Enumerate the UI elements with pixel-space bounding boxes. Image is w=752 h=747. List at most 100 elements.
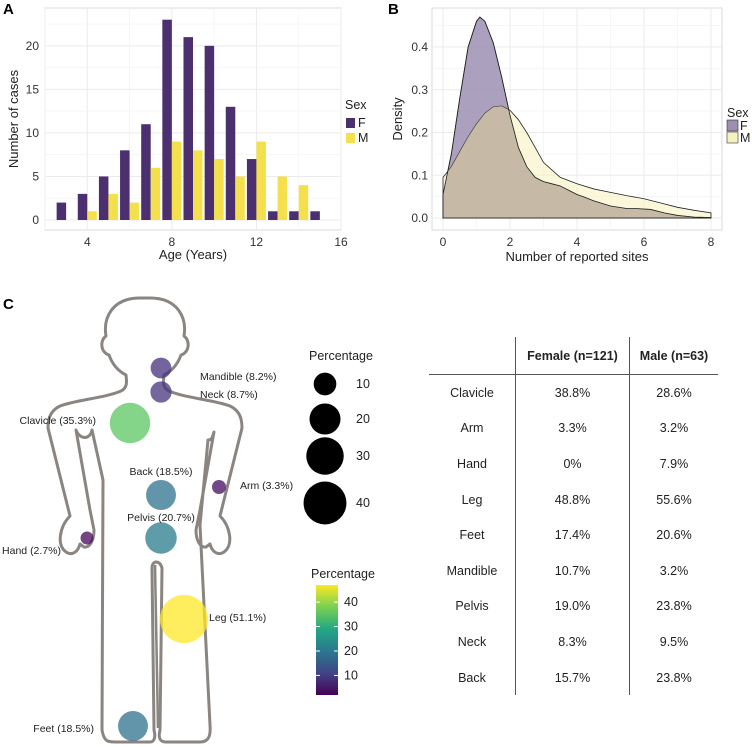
panel-a-ytick: 20	[26, 39, 40, 53]
male-pct: 9.5%	[629, 624, 718, 660]
size-legend-label-40: 40	[356, 496, 370, 510]
color-legend-label-20: 20	[344, 644, 358, 658]
bar-m-age-9	[193, 150, 203, 220]
panel-b-xtick: 4	[574, 235, 581, 249]
female-pct: 15.7%	[515, 659, 630, 696]
bar-m-age-14	[298, 185, 309, 220]
table-row: Neck 8.3% 9.5%	[429, 624, 718, 660]
female-pct: 48.8%	[515, 481, 630, 518]
panel-b-legend-title: Sex	[727, 106, 749, 120]
site-name: Neck	[457, 634, 487, 649]
panel-a-ylabel: Number of cases	[6, 69, 21, 168]
site-label-feet: Feet (18.5%)	[33, 723, 94, 735]
bar-m-age-5	[108, 193, 118, 220]
site-marker-feet	[118, 711, 148, 741]
color-legend-bar	[316, 585, 338, 695]
density-overlap	[443, 105, 711, 218]
panel-b-legend-f: F	[740, 119, 748, 133]
panel-b-density-chart: 0 2 4 6 8 0.0 0.1 0.2 0.3 0.4 Number of reported …	[390, 7, 750, 264]
bar-f-age-11	[225, 106, 236, 220]
bar-m-age-10	[214, 159, 224, 220]
panel-a-legend-m: M	[358, 131, 368, 145]
table-row: Pelvis 19.0% 23.8%	[429, 588, 718, 625]
panel-c-site-markers: Mandible (8.2%) Neck (8.7%) Clavicle (35.3…	[2, 357, 293, 741]
site-name: Hand	[457, 456, 487, 471]
panel-a-ticks: 4 8 12 16 0 5 10 15 20	[26, 39, 348, 249]
panel-b-xtick: 6	[641, 235, 648, 249]
table-header-row: Female (n=121) Male (n=63)	[429, 337, 718, 375]
female-pct: 10.7%	[515, 552, 630, 589]
panel-b-ticks: 0 2 4 6 8 0.0 0.1 0.2 0.3 0.4	[411, 40, 714, 249]
panel-b-legend-m: M	[740, 131, 750, 145]
size-legend-circle-40	[303, 481, 347, 525]
panel-b-areas	[442, 16, 712, 219]
panel-a-legend-key-f	[346, 118, 355, 128]
male-pct: 55.6%	[629, 481, 718, 518]
color-legend-label-10: 10	[344, 668, 358, 682]
density-line-f	[442, 16, 712, 219]
bar-f-age-3	[56, 202, 67, 220]
size-legend-circle-10	[313, 372, 337, 396]
body-outline	[46, 296, 244, 744]
site-label-clavicle: Clavicle (35.3%)	[20, 415, 96, 427]
table-row: Back 15.7% 23.8%	[429, 659, 718, 696]
panel-a-xtick: 4	[84, 235, 91, 249]
site-marker-mandible	[150, 357, 172, 379]
site-name: Feet	[459, 528, 485, 543]
site-marker-back	[146, 480, 176, 510]
site-name: Back	[458, 670, 486, 685]
panel-a-ytick: 15	[26, 82, 40, 96]
size-legend-label-10: 10	[356, 377, 370, 391]
bar-m-age-4	[87, 211, 97, 220]
bar-f-age-7	[141, 124, 151, 220]
male-pct: 23.8%	[629, 588, 718, 625]
leg-divider	[153, 564, 160, 729]
female-pct: 8.3%	[515, 624, 630, 660]
size-legend-label-20: 20	[356, 412, 370, 426]
table-row: Mandible 10.7% 3.2%	[429, 552, 718, 589]
site-label-pelvis: Pelvis (20.7%)	[127, 512, 195, 524]
site-label-mandible: Mandible (8.2%)	[200, 371, 276, 383]
panel-c-body-map: Mandible (8.2%) Neck (8.7%) Clavicle (35.3…	[2, 296, 375, 744]
color-legend-label-40: 40	[344, 595, 358, 609]
panel-b-xlabel: Number of reported sites	[505, 249, 649, 264]
panel-a-xlabel: Age (Years)	[159, 247, 227, 262]
table-body: Clavicle 38.8% 28.6% Arm 3.3% 3.2% Hand 0% 7.9…	[429, 374, 718, 696]
panel-b-ylabel: Density	[390, 97, 405, 141]
bar-f-age-14	[289, 211, 299, 220]
panel-a-ytick: 0	[32, 213, 39, 227]
male-pct: 28.6%	[629, 374, 718, 411]
site-name: Leg	[461, 492, 483, 507]
panel-b-xtick: 0	[440, 235, 447, 249]
female-pct: 38.8%	[515, 374, 630, 411]
bar-f-age-13	[268, 211, 278, 220]
male-pct: 23.8%	[629, 659, 718, 696]
site-name: Arm	[460, 421, 484, 436]
bar-f-age-5	[98, 176, 109, 220]
bar-f-age-15	[310, 211, 320, 220]
table-row: Clavicle 38.8% 28.6%	[429, 374, 718, 411]
male-pct: 3.2%	[629, 552, 718, 589]
site-marker-clavicle	[109, 402, 151, 444]
panel-a-xtick: 12	[250, 235, 264, 249]
site-marker-hand	[80, 531, 94, 545]
size-legend-title: Percentage	[309, 349, 373, 363]
male-pct: 20.6%	[629, 517, 718, 553]
panel-a-bar-chart: 4 8 12 16 0 5 10 15 20 Age (Years) Number of cas…	[6, 7, 368, 262]
site-name: Mandible	[446, 563, 498, 578]
panel-c-color-legend: Percentage 10 20 30 40	[311, 567, 375, 695]
site-label-arm: Arm (3.3%)	[240, 480, 293, 492]
site-marker-arm	[211, 479, 227, 495]
male-pct: 3.2%	[629, 410, 718, 447]
table-row: Leg 48.8% 55.6%	[429, 481, 718, 518]
panel-a-xtick: 16	[334, 235, 348, 249]
female-pct: 3.3%	[515, 410, 630, 447]
site-label-back: Back (18.5%)	[129, 466, 192, 478]
site-label-neck: Neck (8.7%)	[200, 389, 258, 401]
bar-f-age-4	[77, 193, 88, 220]
size-legend-label-30: 30	[356, 449, 370, 463]
site-label-leg: Leg (51.1%)	[209, 612, 266, 624]
panel-a-bars	[56, 19, 320, 221]
bar-m-age-12	[256, 141, 266, 220]
